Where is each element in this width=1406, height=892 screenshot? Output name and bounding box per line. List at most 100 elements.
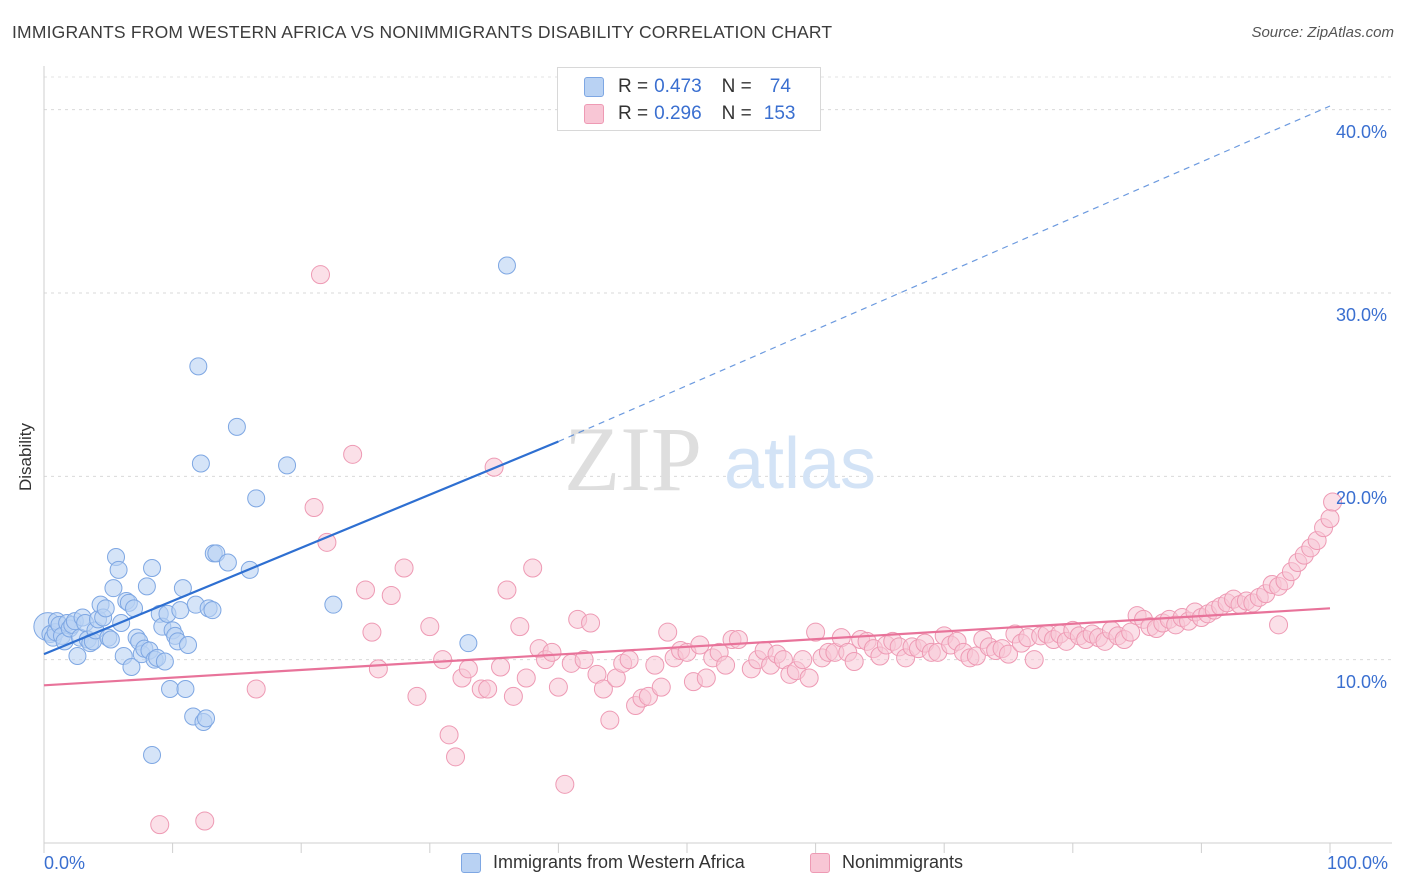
- blue-point: [161, 680, 180, 698]
- blue-point: [191, 454, 210, 473]
- blue-point: [459, 634, 478, 653]
- legend-r-label: R =: [618, 76, 649, 97]
- blue-point: [247, 489, 266, 508]
- legend-r-value: 0.473: [654, 76, 702, 97]
- pink-point: [966, 646, 986, 666]
- bottom-swatch-pink: [810, 852, 830, 873]
- pink-point: [542, 642, 562, 662]
- x-tick-right: 100.0%: [1327, 853, 1389, 873]
- pink-point: [999, 644, 1018, 664]
- pink-point: [381, 586, 401, 605]
- blue-point: [227, 417, 246, 436]
- y-axis-label: Disability: [16, 422, 35, 492]
- pink-point: [304, 498, 324, 517]
- blue-point: [176, 680, 195, 698]
- blue-point: [101, 630, 120, 649]
- axes: [43, 66, 1392, 853]
- pink-point: [497, 580, 517, 600]
- watermark-atlas: atlas: [724, 424, 876, 504]
- blue-point: [143, 746, 162, 764]
- pink-point: [317, 532, 337, 552]
- pink-point: [593, 679, 613, 699]
- pink-point: [368, 659, 388, 679]
- blue-point: [324, 595, 343, 614]
- chart-source: Source: ZipAtlas.com: [1251, 24, 1394, 41]
- pink-point: [362, 622, 382, 642]
- pink-point: [645, 655, 665, 675]
- blue-point: [96, 599, 115, 618]
- y-tick-label: 20.0%: [1336, 488, 1388, 509]
- bottom-legend-label: Immigrants from Western Africa: [493, 852, 745, 872]
- pink-point: [716, 655, 736, 675]
- legend-swatch-pink: [584, 104, 604, 124]
- pink-point: [793, 650, 813, 670]
- pink-point: [394, 558, 414, 578]
- pink-point: [555, 774, 575, 794]
- bottom-legend-label: Nonimmigrants: [842, 852, 964, 872]
- pink-point: [1320, 509, 1340, 528]
- pink-point: [433, 650, 453, 670]
- blue-point: [179, 636, 198, 654]
- blue-point: [197, 709, 216, 728]
- pink-point: [574, 650, 594, 670]
- legend-swatch-blue: [584, 77, 604, 97]
- legend-r-value: 0.296: [654, 103, 702, 124]
- blue-point: [155, 652, 174, 671]
- legend-n-value: 74: [769, 76, 791, 97]
- legend-r-label: R =: [618, 103, 649, 124]
- pink-point: [195, 811, 215, 831]
- pink-point: [619, 650, 639, 670]
- trend-lines: [43, 105, 1331, 687]
- stats-legend: R = 0.473 N = 74 R = 0.296 N = 153: [557, 67, 821, 131]
- pink-point: [1024, 650, 1044, 670]
- immigrants-points: [33, 256, 516, 764]
- pink-point: [407, 686, 427, 706]
- pink-point: [150, 815, 170, 835]
- y-tick-label: 10.0%: [1336, 671, 1388, 692]
- pink-point: [658, 622, 678, 642]
- blue-point: [497, 256, 516, 275]
- blue-point: [137, 577, 156, 596]
- pink-point: [1323, 492, 1343, 512]
- pink-point: [806, 622, 826, 642]
- immigrants-trend-line: [43, 440, 559, 656]
- nonimmigrants-points: [150, 265, 1343, 835]
- pink-point: [696, 668, 716, 688]
- blue-point: [68, 647, 87, 665]
- blue-point: [278, 456, 297, 475]
- blue-point: [122, 658, 141, 676]
- chart-title: IMMIGRANTS FROM WESTERN AFRICA VS NONIMM…: [12, 22, 833, 42]
- pink-point: [728, 630, 748, 649]
- pink-point: [458, 659, 478, 679]
- legend-n-label: N =: [721, 103, 752, 124]
- pink-point: [516, 668, 536, 688]
- pink-point: [446, 747, 466, 767]
- pink-point: [651, 677, 671, 697]
- immigrants-trend-extension: [558, 105, 1331, 443]
- pink-point: [844, 652, 864, 671]
- y-tick-label: 30.0%: [1336, 305, 1388, 325]
- pink-point: [600, 710, 620, 730]
- blue-point: [143, 559, 162, 577]
- pink-point: [343, 444, 363, 464]
- pink-point: [1121, 622, 1141, 642]
- pink-point: [503, 686, 523, 706]
- nonimmigrants-trend-line: [43, 607, 1331, 687]
- pink-point: [1269, 615, 1289, 635]
- pink-point: [581, 613, 601, 633]
- blue-point: [203, 601, 222, 620]
- pink-point: [246, 679, 266, 699]
- pink-point: [523, 558, 543, 578]
- pink-point: [420, 617, 440, 637]
- pink-point: [491, 657, 511, 677]
- bottom-swatch-blue: [461, 852, 481, 873]
- bottom-legend-nonimmigrants: Nonimmigrants: [810, 852, 963, 873]
- blue-point: [218, 553, 237, 572]
- legend-row-nonimmigrants: R = 0.296 N = 153: [584, 102, 795, 126]
- pink-point: [510, 617, 530, 637]
- pink-point: [638, 686, 658, 706]
- blue-point: [104, 579, 123, 598]
- pink-point: [439, 725, 459, 745]
- blue-point: [171, 601, 190, 620]
